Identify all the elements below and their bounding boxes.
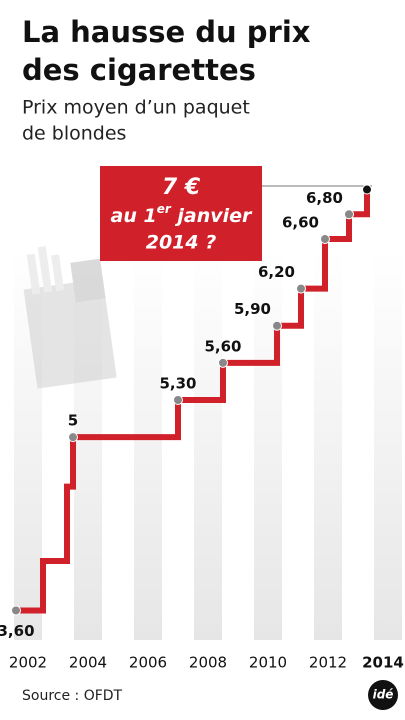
- data-point: [218, 357, 228, 368]
- data-label: 3,60: [0, 622, 35, 640]
- x-tick-label: 2008: [189, 654, 227, 672]
- source: Source : OFDT: [22, 688, 123, 704]
- x-tick-label: 2010: [249, 654, 287, 672]
- callout-line-3: 2014 ?: [146, 232, 217, 254]
- plot: 2002 2004 2006 2008 2010 2012 2014 3,60 5 5,30 5,6…: [0, 184, 404, 672]
- x-tick-label: 2006: [129, 654, 167, 672]
- cigarette-pack-icon: [23, 246, 117, 389]
- x-tick-label: 2012: [309, 654, 347, 672]
- background-column: [314, 250, 342, 640]
- data-label: 5: [68, 412, 78, 430]
- data-point: [320, 234, 330, 245]
- x-tick-label: 2004: [69, 654, 107, 672]
- x-tick-label: 2014: [362, 654, 404, 672]
- subtitle-line-2: de blondes: [22, 123, 126, 145]
- data-point: [11, 605, 21, 616]
- data-point: [296, 283, 306, 294]
- data-point: [173, 395, 183, 405]
- background-column: [374, 250, 402, 640]
- background-column: [254, 250, 282, 640]
- background-column: [134, 250, 162, 640]
- chart-title-line-2: des cigarettes: [22, 53, 256, 87]
- data-point: [68, 432, 78, 443]
- background-column: [194, 250, 222, 640]
- logo-badge: [368, 680, 398, 710]
- data-label: 6,60: [282, 214, 319, 232]
- data-label: 5,30: [159, 375, 196, 393]
- data-point: [344, 209, 354, 220]
- data-label: 6,20: [258, 263, 295, 281]
- callout-line-2: au 1er janvier: [111, 202, 254, 227]
- x-tick-label: 2002: [9, 654, 47, 672]
- data-label: 6,80: [306, 189, 343, 207]
- logo: idé: [373, 688, 394, 702]
- callout-text: janvier: [171, 205, 253, 227]
- data-point: [362, 184, 372, 195]
- callout-box: [100, 166, 262, 261]
- callout-superscript: er: [157, 202, 172, 216]
- callout-text: au 1: [111, 205, 157, 227]
- data-label: 5,60: [204, 337, 241, 355]
- data-point: [272, 320, 282, 331]
- subtitle-line-1: Prix moyen d’un paquet: [22, 97, 250, 119]
- callout-line-1: 7 €: [162, 175, 201, 200]
- data-label: 5,90: [234, 300, 271, 318]
- chart-title-line-1: La hausse du prix: [22, 15, 311, 49]
